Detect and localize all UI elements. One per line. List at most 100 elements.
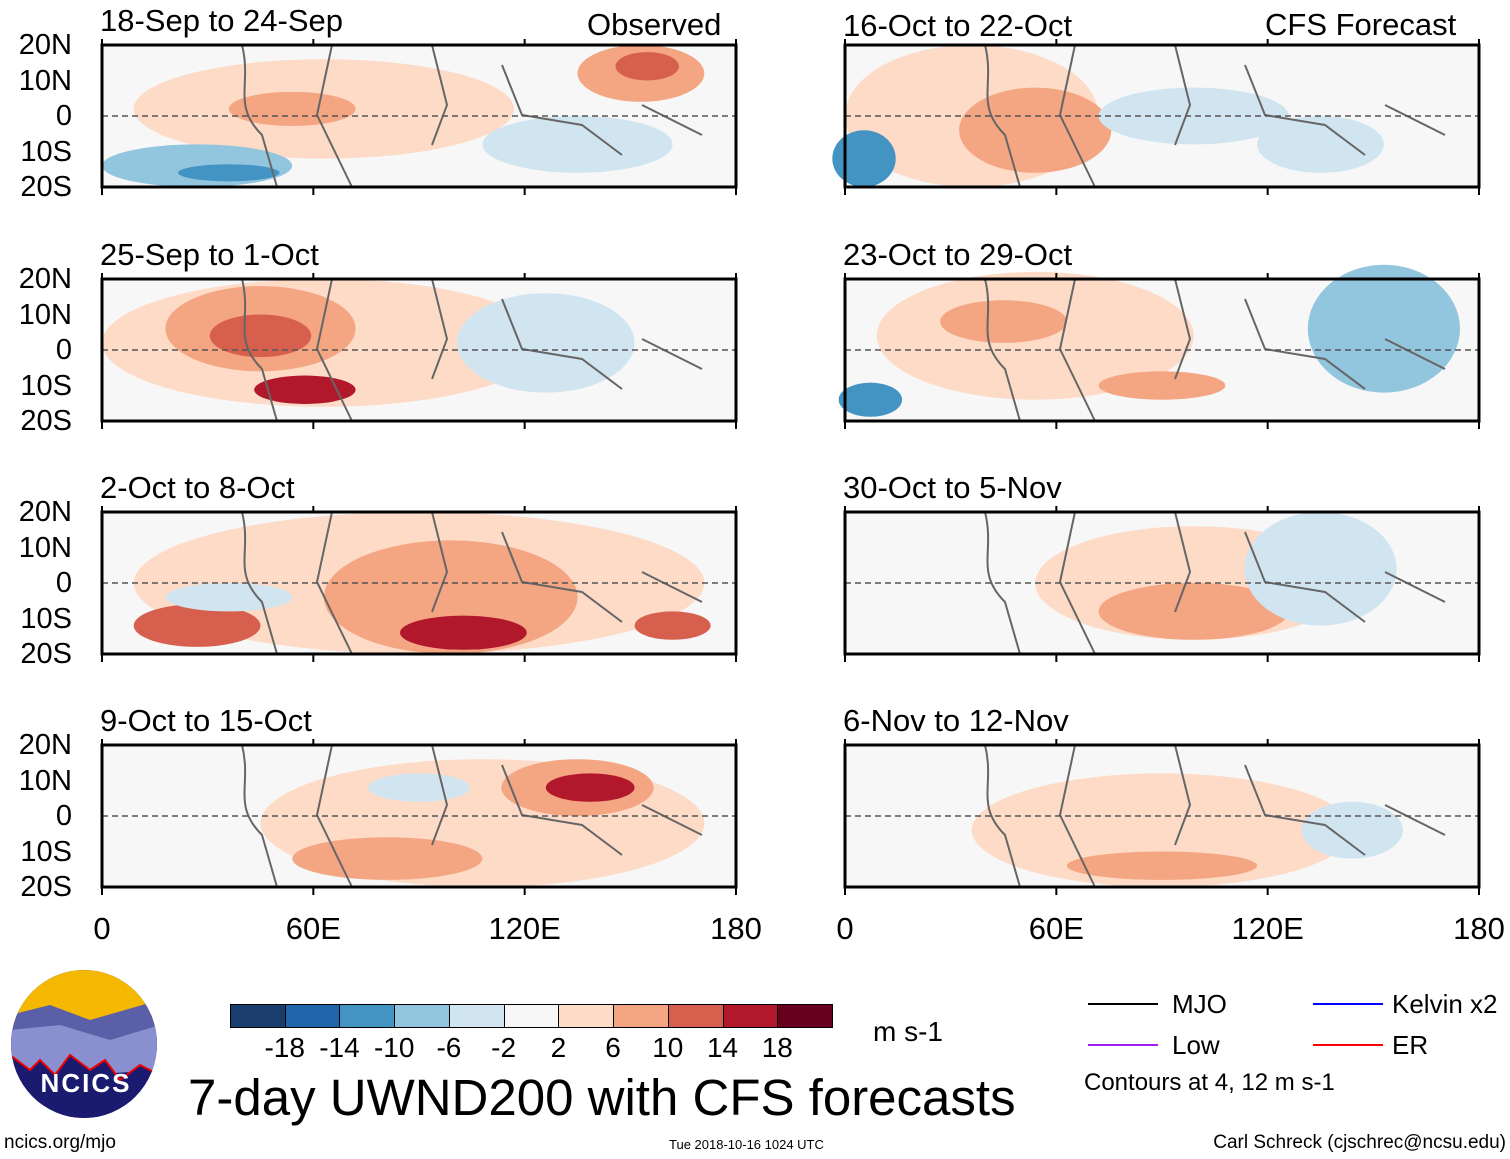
- lat-label: 10S: [20, 135, 72, 168]
- colorbar-swatch: [284, 1004, 341, 1028]
- anomaly-patch: [1257, 116, 1384, 173]
- panel-title: 6-Nov to 12-Nov: [843, 703, 1069, 738]
- anomaly-patch: [165, 583, 293, 612]
- panel-title: 2-Oct to 8-Oct: [100, 470, 295, 505]
- anomaly-patch: [228, 91, 356, 126]
- lat-label: 20N: [18, 263, 72, 295]
- lat-label: 0: [55, 800, 72, 832]
- colorbar-swatch: [777, 1004, 833, 1028]
- anomaly-patch: [292, 837, 483, 880]
- lat-label: 20N: [18, 496, 72, 528]
- wind-anomaly-map: [100, 39, 738, 195]
- wind-anomaly-map: [843, 506, 1481, 662]
- lat-label: 0: [55, 100, 72, 132]
- lat-label: 10S: [20, 602, 72, 635]
- lat-label: 10S: [20, 369, 72, 402]
- anomaly-patch: [457, 293, 635, 393]
- lon-label: 60E: [1028, 911, 1084, 946]
- anomaly-patch: [102, 144, 293, 187]
- panel-title: 25-Sep to 1-Oct: [100, 237, 319, 272]
- wind-anomaly-map: [838, 264, 1481, 429]
- anomaly-patch: [615, 52, 679, 81]
- colorbar-swatch: [558, 1004, 615, 1028]
- anomaly-patch: [1301, 801, 1403, 859]
- wind-anomaly-map: [843, 739, 1481, 895]
- colorbar-label: -6: [436, 1032, 462, 1063]
- legend-line-mjo: [1088, 1003, 1158, 1005]
- lat-label: 20N: [18, 29, 72, 61]
- contour-note: Contours at 4, 12 m s-1: [1084, 1069, 1335, 1096]
- legend-line-low: [1088, 1044, 1158, 1046]
- lon-label: 120E: [1231, 911, 1304, 946]
- website-link[interactable]: ncics.org/mjo: [4, 1132, 116, 1153]
- lon-label: 120E: [488, 911, 561, 946]
- lon-label: 0: [836, 911, 854, 946]
- legend-label-kelvin: Kelvin x2: [1392, 989, 1498, 1019]
- anomaly-patch: [399, 615, 527, 650]
- anomaly-patch: [1098, 371, 1226, 400]
- lon-label: 180: [1453, 911, 1505, 946]
- anomaly-patch: [838, 382, 903, 417]
- lat-label: 20S: [20, 638, 72, 670]
- wind-anomaly-map: [832, 39, 1481, 195]
- legend-label-er: ER: [1392, 1030, 1429, 1060]
- anomaly-patch: [133, 604, 261, 647]
- anomaly-patch: [971, 773, 1353, 887]
- colorbar-label: 6: [605, 1032, 621, 1063]
- colorbar-label: 2: [550, 1032, 567, 1063]
- lat-label: 10N: [18, 64, 72, 97]
- lat-label: 0: [55, 334, 72, 366]
- forecast-label: CFS Forecast: [1265, 7, 1457, 42]
- lat-label: 0: [55, 567, 72, 599]
- lat-label: 10N: [18, 531, 72, 564]
- panel-title: 18-Sep to 24-Sep: [100, 3, 344, 38]
- anomaly-patch: [1098, 583, 1289, 640]
- wind-anomaly-map: [100, 506, 738, 662]
- panel-title: 9-Oct to 15-Oct: [100, 703, 312, 738]
- colorbar-label: -2: [491, 1032, 517, 1063]
- anomaly-patch: [1244, 512, 1397, 626]
- lat-label: 20S: [20, 171, 72, 203]
- colorbar-label: -18: [264, 1032, 305, 1063]
- anomaly-patch: [1098, 87, 1289, 145]
- anomaly-patch: [1307, 264, 1460, 393]
- lat-label: 20S: [20, 405, 72, 437]
- anomaly-patch: [940, 300, 1067, 343]
- observed-label: Observed: [587, 7, 722, 42]
- colorbar-swatch: [230, 1004, 286, 1028]
- anomaly-patch: [634, 611, 711, 640]
- colorbar-unit: m s-1: [873, 1016, 943, 1047]
- colorbar-label: 10: [652, 1032, 684, 1063]
- colorbar-label: -10: [373, 1032, 415, 1063]
- anomaly-patch: [178, 164, 280, 182]
- legend-line-kelvin: [1313, 1003, 1383, 1005]
- colorbar-swatch: [667, 1004, 724, 1028]
- colorbar-label: 18: [761, 1032, 793, 1063]
- lon-label: 0: [93, 911, 111, 946]
- anomaly-patch: [254, 375, 356, 404]
- anomaly-patch: [482, 116, 673, 173]
- legend-line-er: [1313, 1044, 1383, 1046]
- anomaly-patch: [832, 130, 896, 187]
- lat-label: 10S: [20, 835, 72, 868]
- lon-label: 180: [710, 911, 762, 946]
- wind-anomaly-map: [100, 273, 738, 429]
- colorbar-swatch: [613, 1004, 669, 1028]
- ncics-logo: NCICS: [11, 970, 157, 1118]
- lon-label: 60E: [285, 911, 341, 946]
- timestamp: Tue 2018-10-16 1024 UTC: [669, 1137, 824, 1152]
- colorbar-swatch: [722, 1004, 779, 1028]
- colorbar-label: 14: [706, 1032, 739, 1063]
- panel-title: 16-Oct to 22-Oct: [843, 8, 1073, 43]
- author: Carl Schreck (cjschrec@ncsu.edu): [1213, 1132, 1506, 1153]
- figure-title: 7-day UWND200 with CFS forecasts: [188, 1069, 1016, 1126]
- colorbar-label: -14: [319, 1032, 360, 1063]
- colorbar-swatch: [448, 1004, 505, 1028]
- panel-title: 30-Oct to 5-Nov: [843, 470, 1062, 505]
- legend-label-low: Low: [1172, 1030, 1220, 1060]
- lat-label: 10N: [18, 764, 72, 797]
- lat-label: 20N: [18, 729, 72, 761]
- anomaly-patch: [209, 314, 312, 358]
- svg-text:NCICS: NCICS: [41, 1068, 132, 1098]
- anomaly-patch: [959, 87, 1112, 173]
